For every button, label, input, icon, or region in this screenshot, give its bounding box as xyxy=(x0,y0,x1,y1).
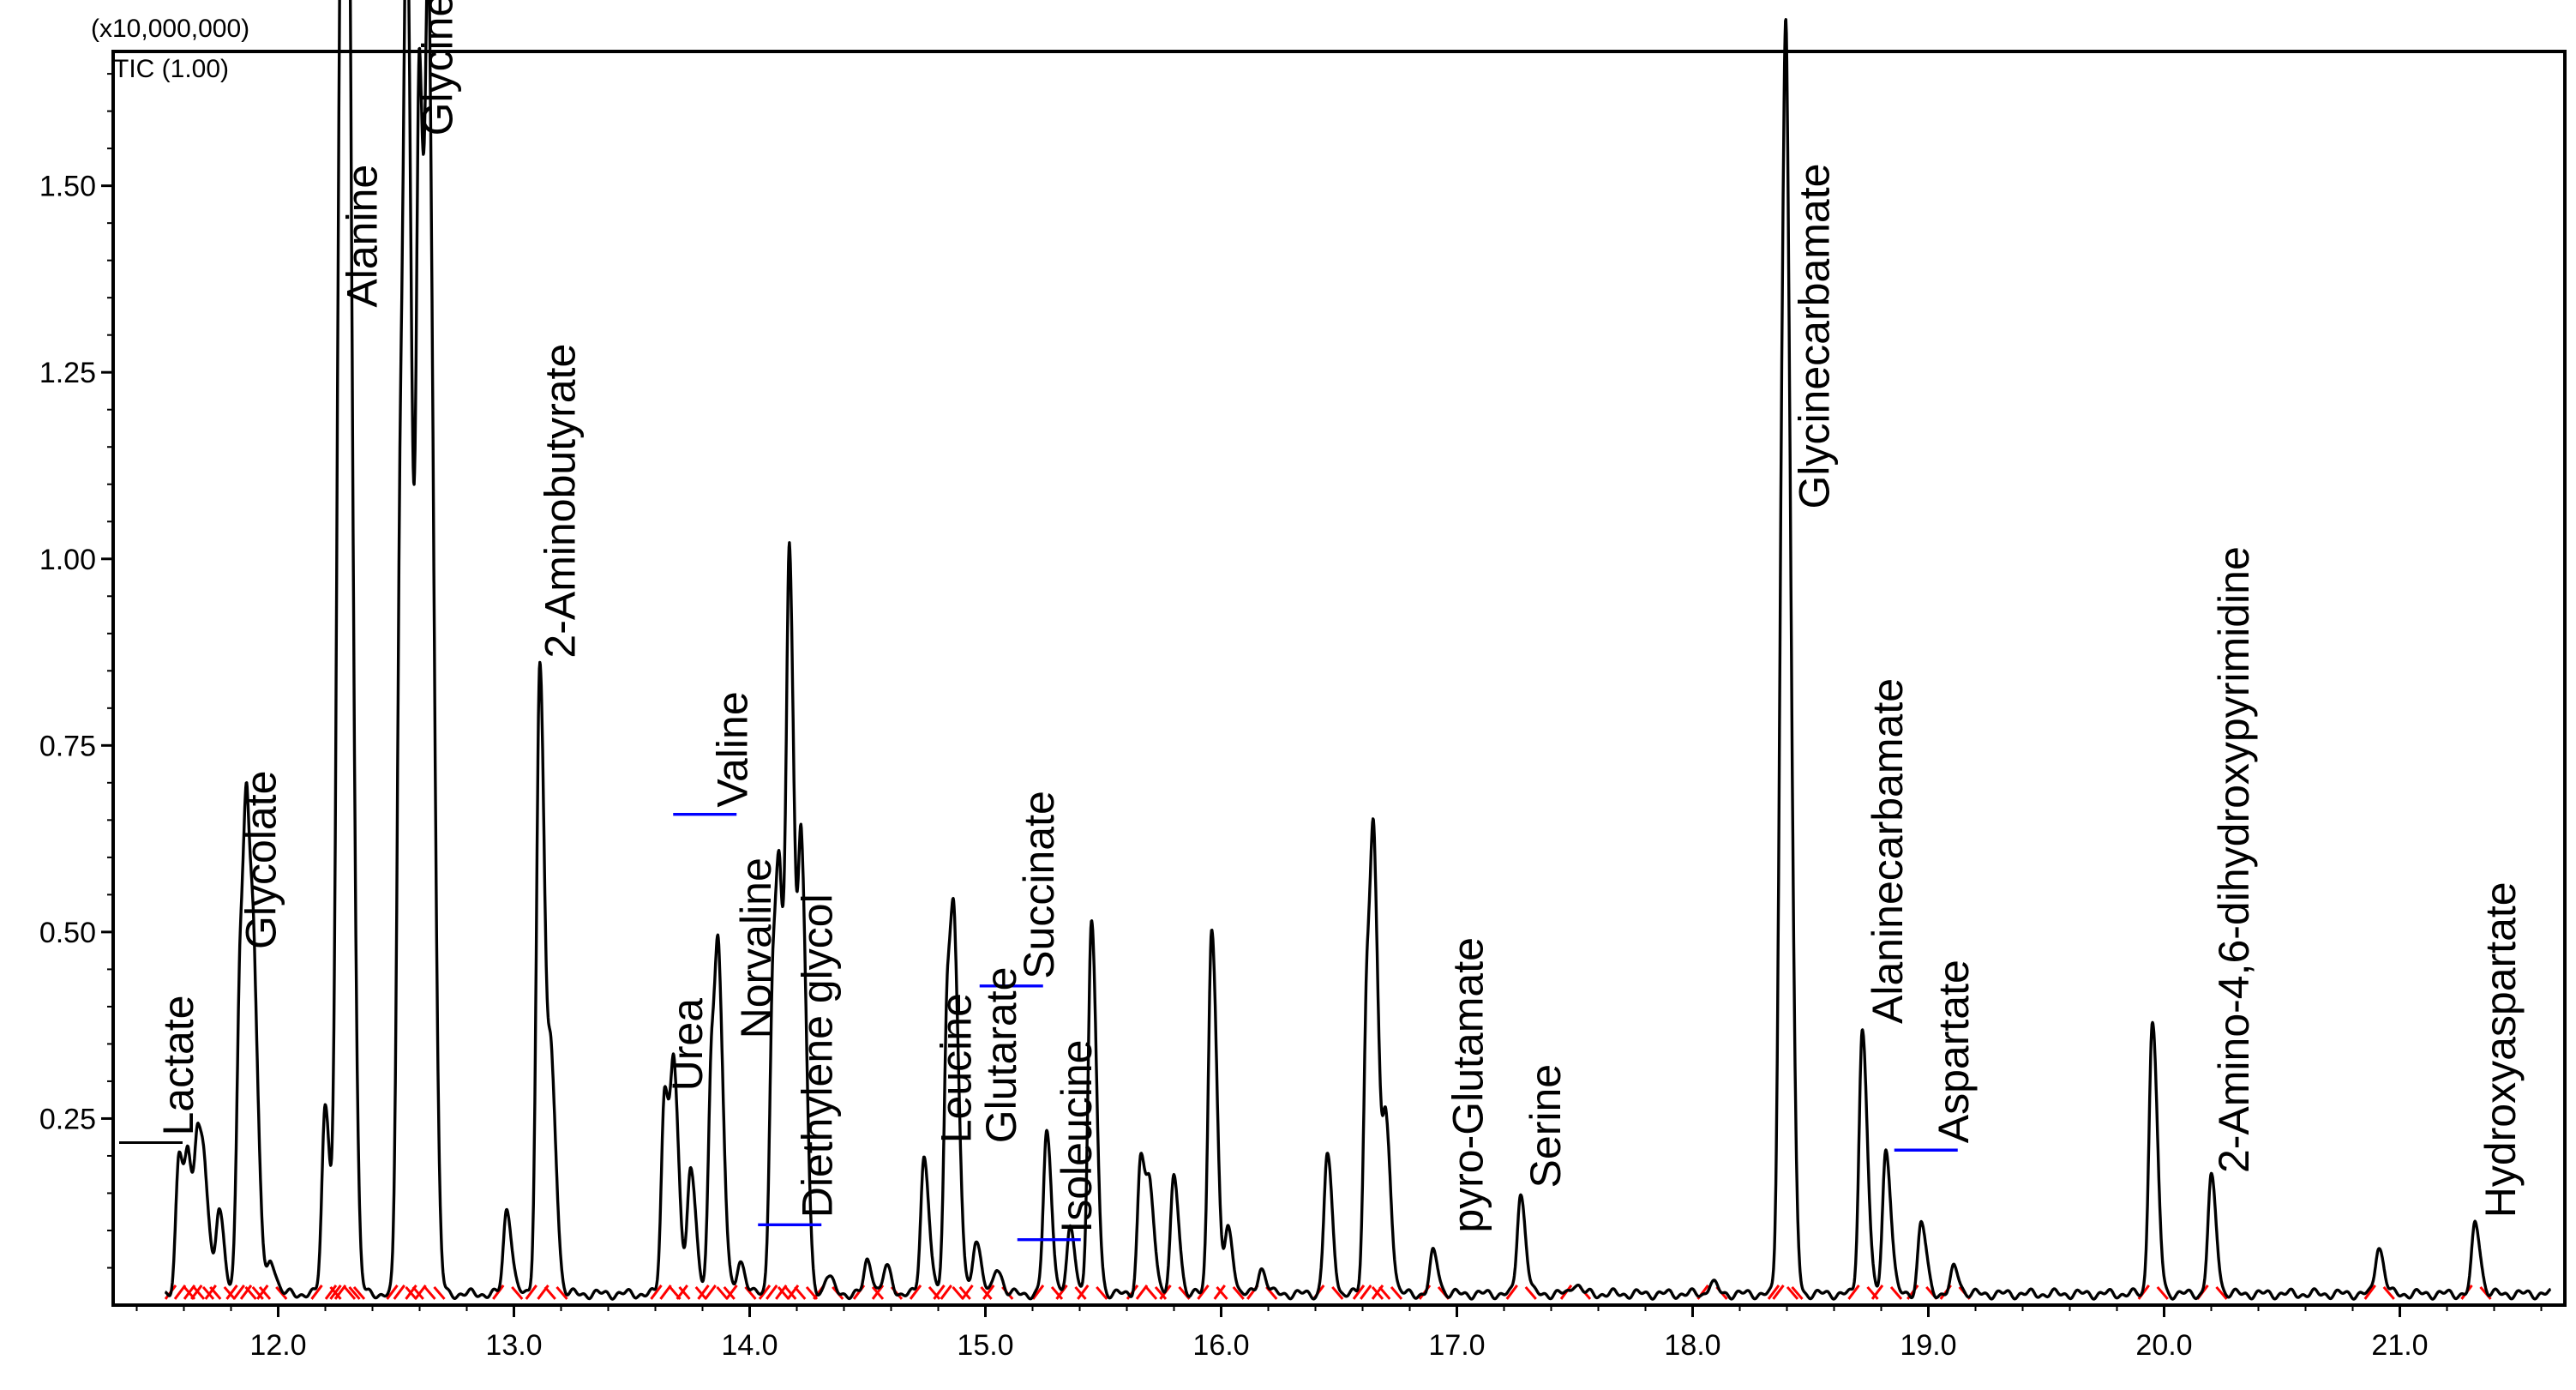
peak-label-9: Leucine xyxy=(933,993,981,1143)
integration-mark-35 xyxy=(940,1285,971,1300)
x-tick-label-2: 14.0 xyxy=(721,1329,778,1362)
peak-labels: Lactate Glycolate Alanine Glycine 2-Aminobut… xyxy=(154,0,2525,1233)
tic-trace-line xyxy=(164,0,2552,1301)
peak-label-10: Glutarate xyxy=(977,967,1025,1144)
peak-label-1: Glycolate xyxy=(237,771,285,949)
peak-label-18: 2-Amino-4,6-dihydroxypyrimidine xyxy=(2210,546,2258,1173)
y-tick-label-1: 0.50 xyxy=(39,917,96,949)
x-tick-label-7: 19.0 xyxy=(1900,1329,1956,1362)
y-tick-label-0: 0.25 xyxy=(39,1103,96,1135)
integration-mark-38 xyxy=(1031,1285,1064,1300)
x-tick-label-3: 15.0 xyxy=(957,1329,1013,1362)
y-tick-label-2: 0.75 xyxy=(39,730,96,762)
integration-mark-16 xyxy=(414,1285,446,1300)
integration-mark-17 xyxy=(492,1285,524,1300)
integration-mark-24 xyxy=(704,1285,736,1300)
peak-label-6: Valine xyxy=(708,691,756,807)
integration-mark-12 xyxy=(333,1285,366,1300)
integration-mark-11 xyxy=(329,1285,361,1300)
integration-mark-55 xyxy=(1767,1285,1799,1300)
integration-mark-27 xyxy=(766,1285,797,1300)
integration-mark-21 xyxy=(659,1285,691,1300)
peak-label-4: 2-Aminobutyrate xyxy=(537,344,585,659)
integration-mark-1 xyxy=(173,1285,206,1300)
integration-mark-8 xyxy=(256,1285,288,1300)
peak-label-12: Isoleucine xyxy=(1053,1040,1101,1233)
integration-mark-56 xyxy=(1772,1285,1804,1300)
peak-label-11: Succinate xyxy=(1015,791,1063,979)
x-tick-label-6: 18.0 xyxy=(1664,1329,1720,1362)
axes: 12.0 13.0 14.0 15.0 16.0 17.0 18.0 19.0 20.0 21.0… xyxy=(39,73,2543,1362)
y-tick-label-4: 1.25 xyxy=(39,357,96,389)
integration-mark-63 xyxy=(2363,1285,2395,1300)
integration-marks xyxy=(164,1285,2492,1300)
peak-label-15: Glycinecarbamate xyxy=(1791,164,1839,509)
x-tick-label-4: 16.0 xyxy=(1192,1329,1249,1362)
y-tick-label-3: 1.00 xyxy=(39,544,96,576)
x-tick-label-5: 17.0 xyxy=(1428,1329,1485,1362)
integration-mark-15 xyxy=(405,1285,436,1300)
trace-label: TIC (1.00) xyxy=(113,55,229,83)
integration-mark-40 xyxy=(1077,1285,1108,1300)
integration-mark-26 xyxy=(758,1285,790,1300)
integration-mark-23 xyxy=(697,1285,729,1300)
peak-label-17: Aspartate xyxy=(1930,960,1978,1143)
integration-mark-22 xyxy=(676,1285,707,1300)
peak-label-0: Lactate xyxy=(154,996,202,1136)
y-tick-label-5: 1.50 xyxy=(39,171,96,203)
integration-mark-34 xyxy=(933,1285,964,1300)
integration-mark-10 xyxy=(324,1285,357,1300)
integration-mark-52 xyxy=(1505,1285,1537,1300)
peak-label-19: Hydroxyaspartate xyxy=(2477,882,2525,1218)
integration-mark-7 xyxy=(239,1285,272,1300)
annotation-leaders xyxy=(119,812,1958,1242)
integration-mark-42 xyxy=(1135,1285,1168,1300)
integration-mark-39 xyxy=(1055,1285,1087,1300)
integration-mark-4 xyxy=(204,1285,236,1300)
peak-label-5: Urea xyxy=(664,998,712,1092)
plot-frame xyxy=(111,50,2567,1307)
x-tick-label-9: 21.0 xyxy=(2371,1329,2428,1362)
integration-mark-19 xyxy=(537,1285,568,1300)
y-scale-label: (x10,000,000) xyxy=(91,15,249,43)
peak-label-13: pyro-Glutamate xyxy=(1444,937,1492,1233)
integration-mark-36 xyxy=(961,1285,993,1300)
integration-mark-58 xyxy=(1870,1285,1903,1300)
integration-mark-2 xyxy=(183,1285,215,1300)
peak-label-8: Diethylene glycol xyxy=(793,894,841,1218)
peak-label-14: Serine xyxy=(1522,1064,1570,1188)
x-tick-label-0: 12.0 xyxy=(249,1329,306,1362)
integration-mark-33 xyxy=(909,1285,941,1300)
integration-mark-44 xyxy=(1197,1285,1228,1300)
integration-mark-57 xyxy=(1847,1285,1879,1300)
x-tick-label-8: 20.0 xyxy=(2135,1329,2192,1362)
integration-mark-50 xyxy=(1371,1285,1403,1300)
tic-trace xyxy=(164,0,2552,1301)
integration-mark-45 xyxy=(1213,1285,1245,1300)
peak-label-3: Glycine xyxy=(414,0,462,135)
peak-label-7: Norvaline xyxy=(732,857,780,1038)
peak-label-2: Alanine xyxy=(339,165,387,308)
x-tick-label-1: 13.0 xyxy=(485,1329,542,1362)
integration-mark-6 xyxy=(232,1285,264,1300)
peak-label-16: Alaninecarbamate xyxy=(1864,678,1912,1024)
integration-mark-25 xyxy=(725,1285,757,1300)
